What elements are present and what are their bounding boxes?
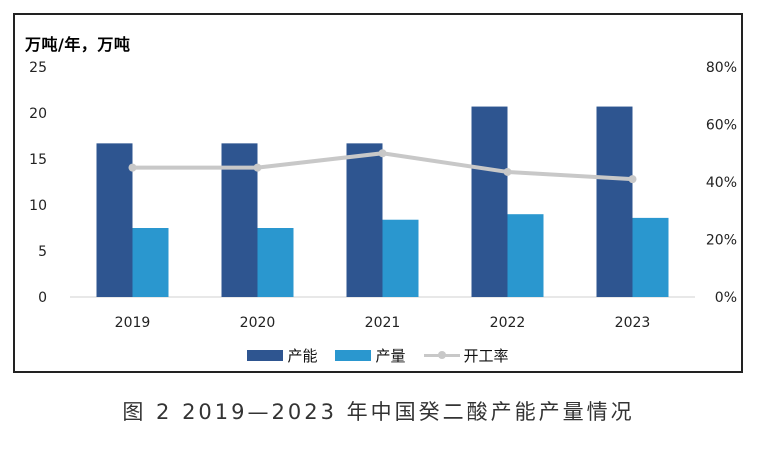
bar-output — [382, 219, 419, 297]
y2-tick-label: 60% — [706, 118, 737, 134]
legend-item-output: 产量 — [335, 345, 406, 366]
bar-output — [632, 217, 669, 297]
bar-capacity — [471, 106, 508, 297]
point-utilization — [253, 163, 262, 172]
figure-caption: 图 2 2019—2023 年中国癸二酸产能产量情况 — [122, 400, 635, 424]
bar-output — [257, 228, 294, 297]
bar-output — [507, 214, 544, 297]
y-tick-label: 0 — [38, 290, 47, 306]
legend-item-capacity: 产能 — [247, 345, 317, 366]
chart-frame: 万吨/年，万吨 0 5 10 15 20 25 0% 20% 40% 60% 80% 2019 2020… — [13, 13, 743, 373]
bar-capacity — [596, 106, 633, 297]
legend-label-capacity: 产能 — [287, 347, 318, 365]
legend-swatch-output — [335, 350, 372, 361]
x-tick-label: 2022 — [490, 315, 526, 331]
legend-item-utilization: 开工率 — [423, 345, 509, 366]
y-tick-label: 10 — [29, 198, 47, 214]
y-tick-label: 5 — [38, 244, 47, 260]
bar-output — [132, 228, 169, 297]
chart-plot: 0 5 10 15 20 25 0% 20% 40% 60% 80% 2019 2020 2021 2022… — [29, 60, 737, 331]
y-tick-label: 20 — [29, 106, 47, 122]
x-tick-label: 2021 — [365, 315, 401, 331]
x-tick-label: 2023 — [615, 315, 651, 331]
y2-tick-label: 20% — [706, 233, 737, 249]
point-utilization — [378, 149, 387, 158]
legend-swatch-utilization — [423, 350, 460, 361]
legend-label-utilization: 开工率 — [463, 347, 509, 365]
bar-capacity — [346, 143, 383, 297]
y2-tick-label: 0% — [715, 290, 737, 306]
y-tick-label: 15 — [29, 152, 47, 168]
legend-label-output: 产量 — [375, 347, 406, 365]
bar-capacity — [96, 143, 133, 297]
legend-swatch-capacity — [247, 350, 284, 361]
x-tick-label: 2020 — [240, 315, 276, 331]
point-utilization — [128, 163, 137, 172]
x-tick-label: 2019 — [115, 315, 151, 331]
y2-tick-label: 80% — [706, 60, 737, 76]
point-utilization — [503, 167, 512, 176]
point-utilization — [628, 175, 637, 184]
legend: 产能 产量 开工率 — [15, 345, 741, 366]
y2-tick-label: 40% — [706, 175, 737, 191]
y-tick-label: 25 — [29, 60, 47, 76]
y-axis-unit-label: 万吨/年，万吨 — [25, 35, 131, 54]
